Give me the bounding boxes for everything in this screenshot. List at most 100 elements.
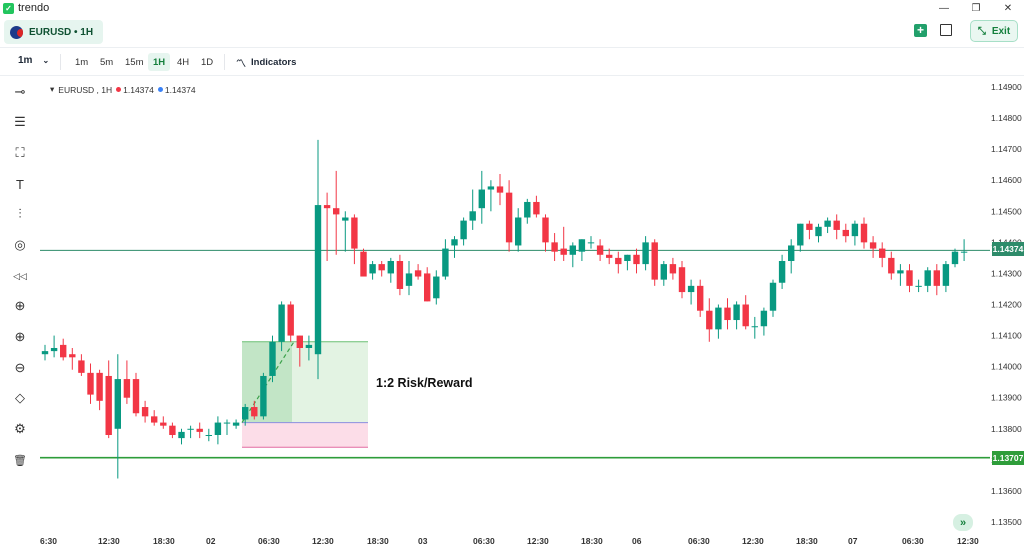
candle-body: [706, 310, 713, 330]
chart-legend: ▾ EURUSD , 1H 1.14374 1.14374: [50, 84, 196, 95]
timeframe-5m[interactable]: 5m: [100, 56, 114, 68]
candle-body: [387, 261, 394, 274]
price-chart[interactable]: 1.149001.148001.147001.146001.145001.144…: [40, 76, 1024, 546]
candle-body: [96, 372, 103, 401]
candle: [323, 192, 331, 261]
candle-body: [915, 285, 922, 287]
indicators-button[interactable]: 〽 Indicators: [236, 55, 296, 70]
candle-body: [769, 282, 777, 311]
candle: [487, 180, 495, 212]
app-title: trendo: [18, 2, 50, 14]
candle-body: [105, 375, 112, 435]
text-icon[interactable]: T: [16, 176, 24, 192]
settings-icon[interactable]: ⚙: [14, 421, 26, 436]
candle: [114, 354, 121, 479]
candle-body: [269, 341, 276, 376]
candle-body: [196, 428, 203, 432]
candle: [351, 214, 358, 265]
timeframe-select[interactable]: 1m ⌄: [18, 55, 49, 66]
candle-body: [642, 242, 649, 265]
legend-collapse-icon[interactable]: ▾: [50, 84, 55, 94]
candle-body: [178, 431, 185, 439]
zoom-out-icon[interactable]: ⊖: [14, 360, 26, 375]
candle: [141, 400, 149, 423]
crosshair-icon[interactable]: ⊸: [14, 84, 26, 99]
add-chart-button[interactable]: +: [914, 24, 927, 37]
x-tick-label: 18:30: [367, 536, 389, 546]
y-tick-label: 1.13800: [991, 424, 1022, 434]
maximize-button[interactable]: ❐: [971, 2, 981, 14]
candle-body: [278, 304, 285, 342]
candle: [706, 298, 713, 342]
x-tick-label: 06:30: [258, 536, 280, 546]
legend-open-dot: [116, 87, 122, 92]
candle-body: [733, 304, 740, 321]
candle: [151, 410, 158, 426]
trash-icon[interactable]: 🗑: [13, 454, 27, 467]
candle-body: [69, 354, 76, 358]
candle: [41, 344, 49, 361]
exit-button[interactable]: ⤡ Exit: [970, 20, 1018, 42]
candle: [669, 257, 677, 280]
candle: [360, 248, 367, 277]
candle-body: [60, 344, 67, 358]
candle: [469, 189, 476, 230]
candle-body: [360, 251, 367, 277]
layers-icon[interactable]: ◇: [15, 390, 25, 405]
candle: [642, 236, 649, 271]
candle: [396, 254, 404, 296]
rewind-icon[interactable]: ◁◁: [13, 270, 27, 281]
candle-body: [651, 242, 658, 280]
candle: [260, 372, 267, 420]
rectangle-icon[interactable]: ⛶: [15, 145, 25, 160]
candle: [105, 360, 112, 439]
timeframe-15m[interactable]: 15m: [125, 56, 144, 68]
candle-body: [496, 186, 504, 193]
candle-body: [815, 226, 822, 237]
timeframe-4h[interactable]: 4H: [177, 56, 190, 68]
candle: [833, 214, 840, 240]
symbol-chip[interactable]: EURUSD • 1H: [4, 20, 104, 44]
candle-body: [933, 270, 940, 286]
layout-button[interactable]: [940, 24, 952, 36]
candle-body: [515, 217, 522, 246]
candle: [615, 251, 622, 274]
candle-body: [906, 270, 913, 286]
candle: [242, 403, 249, 426]
candle: [778, 254, 786, 289]
target-icon[interactable]: ◎: [14, 237, 26, 252]
minimize-button[interactable]: —: [939, 2, 949, 14]
candles-icon[interactable]: ⫶: [18, 206, 22, 221]
candle: [60, 338, 67, 361]
y-tick-label: 1.14900: [991, 82, 1022, 92]
title-bar: ✓ trendo — ❐ ✕: [0, 0, 1024, 16]
timeframe-1h[interactable]: 1H: [148, 53, 171, 71]
candle: [496, 174, 504, 206]
chevron-down-icon: ⌄: [42, 56, 50, 65]
candle: [542, 214, 549, 252]
scroll-to-latest-button[interactable]: »: [953, 514, 973, 531]
candle: [915, 279, 922, 293]
legend-close-value: 1.14374: [164, 84, 196, 95]
candle-body: [587, 242, 595, 244]
timeframe-1m[interactable]: 1m: [75, 56, 89, 68]
candle: [569, 242, 576, 268]
x-tick-label: 06:30: [902, 536, 924, 546]
candle: [123, 360, 131, 404]
candle-body: [314, 205, 322, 355]
zoom-in-icon[interactable]: ⊕: [14, 329, 26, 344]
candle-body: [615, 257, 622, 265]
y-tick-label: 1.13500: [991, 517, 1022, 527]
horizontal-lines-icon[interactable]: ☰: [14, 114, 26, 129]
candle-body: [141, 407, 149, 417]
close-button[interactable]: ✕: [1003, 2, 1013, 14]
zoom-plus-icon[interactable]: ⊕: [14, 298, 26, 313]
candle-body: [160, 422, 167, 426]
candle-body: [469, 211, 476, 221]
candle: [287, 301, 294, 342]
candle-body: [460, 220, 467, 240]
candle: [387, 257, 394, 283]
candle-body: [751, 326, 758, 328]
candle: [960, 239, 968, 261]
timeframe-1d[interactable]: 1D: [201, 56, 214, 68]
